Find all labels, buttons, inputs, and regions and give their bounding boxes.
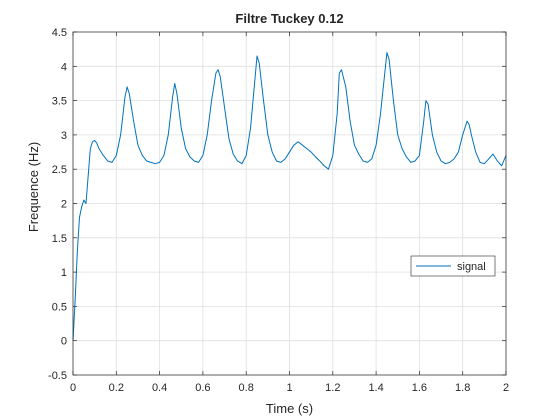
chart-title: Filtre Tuckey 0.12 — [235, 11, 343, 26]
y-tick-label: 4 — [61, 61, 67, 73]
legend-label-signal: signal — [457, 261, 486, 273]
y-tick-label: 2 — [61, 199, 67, 211]
y-tick-label: 4.5 — [52, 27, 67, 39]
x-tick-label: 1.8 — [455, 382, 470, 394]
y-tick-label: 3.5 — [52, 96, 67, 108]
axes — [72, 31, 507, 376]
y-tick-label: 3 — [61, 130, 67, 142]
series-line-signal — [72, 52, 507, 341]
x-tick-label: 0.4 — [152, 382, 167, 394]
x-tick-label: 1.4 — [368, 382, 383, 394]
x-tick-label: 0.2 — [109, 382, 124, 394]
legend-box — [410, 255, 496, 277]
x-tick-label: 0 — [70, 382, 76, 394]
legend[interactable]: signal — [410, 255, 496, 277]
x-tick-label: 1.6 — [412, 382, 427, 394]
plot-series — [72, 52, 507, 341]
tick-labels: 0 0.2 0.4 0.6 0.8 1 1.2 1.4 1.6 1.8 2-0.500.511.52… — [48, 27, 509, 394]
y-axis-label: Frequence (Hz) — [26, 142, 41, 232]
y-tick-label: 1.5 — [52, 233, 67, 245]
x-tick-label: 0.6 — [195, 382, 210, 394]
y-tick-label: 0.5 — [52, 301, 67, 313]
x-tick-label: 0.8 — [239, 382, 254, 394]
x-tick-label: 1 — [286, 382, 292, 394]
x-tick-label: 2 — [503, 382, 509, 394]
y-tick-label: 1 — [61, 267, 67, 279]
y-tick-label: -0.5 — [48, 370, 67, 382]
x-axis-label: Time (s) — [266, 401, 313, 416]
y-tick-label: 2.5 — [52, 164, 67, 176]
y-tick-label: 0 — [61, 336, 67, 348]
x-tick-label: 1.2 — [325, 382, 340, 394]
